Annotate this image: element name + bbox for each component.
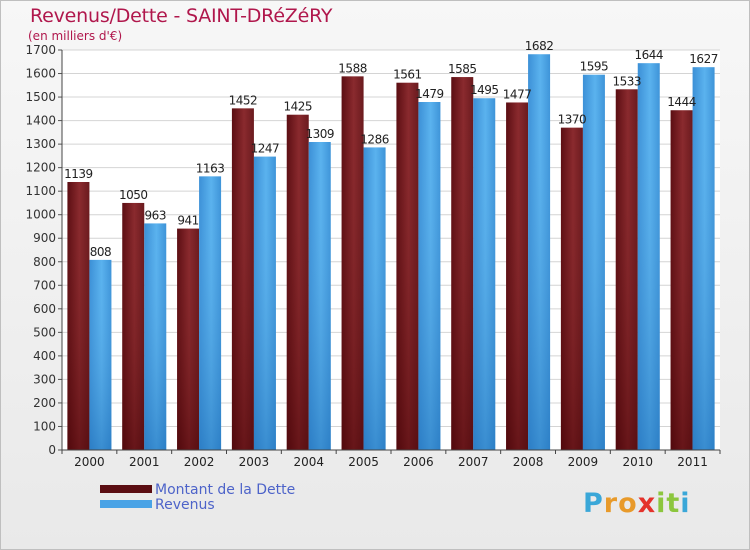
x-tick-label: 2006 <box>403 455 434 469</box>
data-label: 1247 <box>251 142 280 156</box>
bar-dette-shade <box>286 114 309 451</box>
y-tick-label: 1300 <box>25 137 56 151</box>
bar-revenus-shade <box>89 259 112 450</box>
logo-letter: r <box>603 488 619 519</box>
logo-letter: t <box>666 488 681 519</box>
data-label: 1452 <box>229 93 258 107</box>
bar-revenus-shade <box>308 142 331 450</box>
y-tick-label: 300 <box>33 372 56 386</box>
bar-dette-shade <box>670 110 693 450</box>
bar-dette-shade <box>451 77 474 450</box>
data-label: 1479 <box>415 87 444 101</box>
data-label: 1477 <box>503 87 532 101</box>
bar-revenus-shade <box>528 54 551 451</box>
x-tick-label: 2003 <box>239 455 270 469</box>
data-label: 1286 <box>360 132 389 146</box>
data-label: 1370 <box>558 113 587 127</box>
data-label: 1425 <box>283 100 312 114</box>
axes: 0 100 200 300 400 500 600 700 800 900 1000 1100 1200… <box>25 43 721 469</box>
y-tick-label: 1700 <box>25 43 56 57</box>
y-tick-label: 1100 <box>25 184 56 198</box>
data-label: 1682 <box>525 39 554 53</box>
bar-dette-shade <box>177 228 200 450</box>
bar-revenus-shade <box>363 147 386 451</box>
y-tick-label: 1400 <box>25 114 56 128</box>
data-label: 1050 <box>119 188 148 202</box>
bar-dette-shade <box>615 89 638 450</box>
legend-label-dette: Montant de la Dette <box>155 482 296 498</box>
data-label: 963 <box>145 208 166 222</box>
logo-letter: P <box>583 488 604 519</box>
data-label: 1163 <box>196 161 225 175</box>
bar-revenus-shade <box>418 102 441 450</box>
data-label: 1444 <box>667 95 696 109</box>
bar-dette-shade <box>67 182 90 450</box>
plot-area <box>62 50 720 450</box>
x-tick-label: 2009 <box>568 455 599 469</box>
y-tick-label: 0 <box>48 443 56 457</box>
logo-letter: i <box>680 488 691 519</box>
data-label: 1627 <box>689 52 718 66</box>
y-tick-label: 900 <box>33 231 56 245</box>
y-tick-label: 100 <box>33 419 56 433</box>
x-tick-label: 2011 <box>677 455 708 469</box>
logo-letter: o <box>618 488 638 519</box>
x-tick-label: 2001 <box>129 455 160 469</box>
logo-letter: i <box>656 488 667 519</box>
data-label: 1139 <box>64 167 93 181</box>
bars <box>67 54 715 451</box>
bar-dette-shade <box>396 82 419 451</box>
data-label: 1561 <box>393 68 422 82</box>
x-tick-label: 2002 <box>184 455 215 469</box>
bar-revenus-shade <box>637 63 660 450</box>
legend-swatch-revenus <box>100 500 152 508</box>
legend-label-revenus: Revenus <box>155 497 215 513</box>
bar-revenus-shade <box>473 98 496 450</box>
data-label: 1495 <box>470 83 499 97</box>
x-tick-label: 2007 <box>458 455 489 469</box>
bar-dette-shade <box>560 127 583 450</box>
bar-dette-shade <box>122 202 145 450</box>
bar-dette-shade <box>231 108 254 451</box>
logo-letter: x <box>637 488 657 519</box>
y-tick-label: 800 <box>33 255 56 269</box>
y-tick-label: 1000 <box>25 208 56 222</box>
data-label: 1588 <box>338 61 367 75</box>
x-tick-label: 2000 <box>74 455 105 469</box>
y-tick-label: 600 <box>33 302 56 316</box>
chart-subtitle: (en milliers d'€) <box>28 29 123 43</box>
y-tick-label: 1200 <box>25 161 56 175</box>
bar-revenus-shade <box>253 156 276 450</box>
data-label: 1585 <box>448 62 477 76</box>
data-label: 941 <box>177 214 198 228</box>
data-label: 1644 <box>634 48 663 62</box>
y-tick-label: 200 <box>33 396 56 410</box>
y-tick-label: 1600 <box>25 67 56 81</box>
x-tick-label: 2005 <box>348 455 379 469</box>
y-tick-label: 400 <box>33 349 56 363</box>
proxiti-logo[interactable]: Proxiti <box>583 488 691 519</box>
grid-lines <box>62 49 720 451</box>
bar-revenus-shade <box>692 67 715 451</box>
y-tick-label: 700 <box>33 278 56 292</box>
data-label: 1309 <box>305 127 334 141</box>
y-tick-label: 1500 <box>25 90 56 104</box>
bar-dette-shade <box>341 76 364 451</box>
x-tick-label: 2010 <box>622 455 653 469</box>
bar-revenus-shade <box>199 176 222 450</box>
data-label: 808 <box>90 245 111 259</box>
x-tick-label: 2004 <box>293 455 324 469</box>
bar-dette-shade <box>506 102 529 451</box>
legend-swatch-dette <box>100 485 152 493</box>
data-label: 1533 <box>612 74 641 88</box>
bar-revenus-shade <box>144 223 167 450</box>
chart-title: Revenus/Dette - SAINT-DRéZéRY <box>30 5 333 27</box>
y-tick-label: 500 <box>33 325 56 339</box>
bar-revenus-shade <box>582 74 605 451</box>
data-labels: 1139 808 1050 963 941 1163 1452 1247 1425 1309 158… <box>64 39 718 259</box>
x-tick-label: 2008 <box>513 455 544 469</box>
data-label: 1595 <box>580 60 609 74</box>
